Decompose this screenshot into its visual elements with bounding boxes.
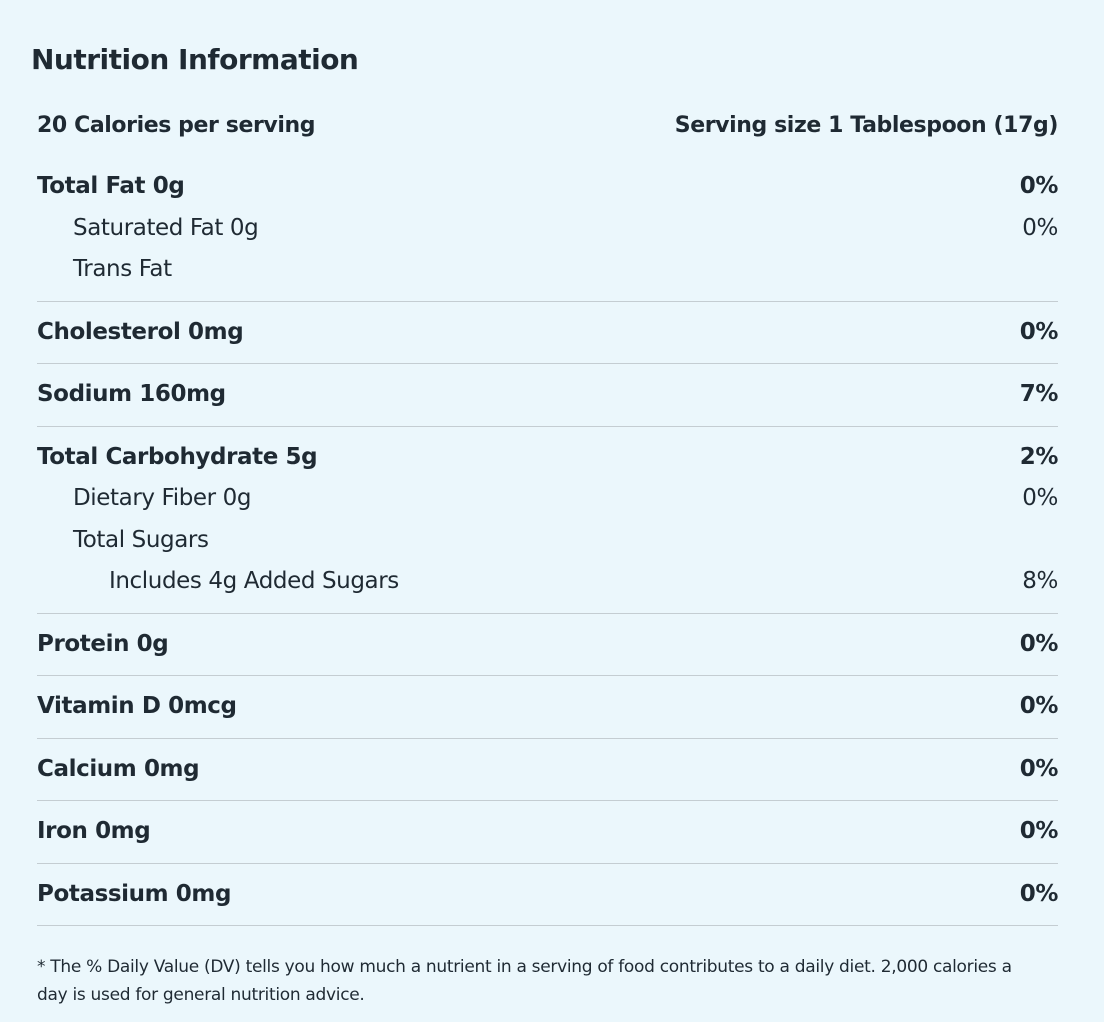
nutrient-row: Sodium 160mg 7% <box>37 374 1058 416</box>
nutrient-group: Cholesterol 0mg 0% <box>37 302 1058 364</box>
daily-value: 0% <box>1019 818 1059 844</box>
calories: 20 Calories per serving <box>37 113 316 138</box>
nutrient-label: Includes 4g Added Sugars <box>109 568 399 594</box>
nutrient-group: Protein 0g 0% <box>37 614 1058 676</box>
nutrient-label: Potassium 0mg <box>37 880 232 907</box>
daily-value: 0% <box>1019 318 1059 345</box>
daily-value: 0% <box>1019 880 1059 907</box>
nutrient-row: Potassium 0mg 0% <box>37 874 1058 916</box>
nutrient-group: Sodium 160mg 7% <box>37 364 1058 427</box>
nutrient-row: Vitamin D 0mcg 0% <box>37 686 1058 728</box>
daily-value: 0% <box>1019 173 1059 199</box>
nutrient-row: Total Carbohydrate 5g 2% <box>37 437 1058 479</box>
daily-value: 0% <box>1022 485 1058 511</box>
nutrient-row: Iron 0mg 0% <box>37 811 1058 853</box>
nutrient-row: Cholesterol 0mg 0% <box>37 312 1058 354</box>
daily-value: 7% <box>1019 381 1059 407</box>
daily-value: 8% <box>1022 568 1058 594</box>
nutrient-label: Total Carbohydrate 5g <box>37 443 318 470</box>
nutrient-label: Total Sugars <box>73 526 209 553</box>
daily-value: 0% <box>1019 755 1059 782</box>
nutrient-row: Trans Fat <box>37 249 1058 291</box>
nutrient-label: Trans Fat <box>73 256 172 282</box>
nutrient-row: Includes 4g Added Sugars 8% <box>37 561 1058 603</box>
nutrient-label: Iron 0mg <box>37 818 151 844</box>
daily-value: 0% <box>1019 693 1059 719</box>
nutrient-label: Vitamin D 0mcg <box>37 693 237 719</box>
nutrient-group: Total Carbohydrate 5g 2% Dietary Fiber 0g 0… <box>37 427 1058 614</box>
content: 20 Calories per serving Serving size 1 T… <box>37 101 1058 926</box>
nutrient-label: Total Fat 0g <box>37 173 185 199</box>
nutrient-label: Calcium 0mg <box>37 755 200 782</box>
nutrient-row: Total Fat 0g 0% <box>37 166 1058 208</box>
nutrient-row: Dietary Fiber 0g 0% <box>37 478 1058 520</box>
daily-value: 2% <box>1019 443 1059 470</box>
nutrient-row: Saturated Fat 0g 0% <box>37 208 1058 250</box>
header-row: 20 Calories per serving Serving size 1 T… <box>37 101 1058 156</box>
daily-value: 0% <box>1019 630 1059 657</box>
nutrient-group: Vitamin D 0mcg 0% <box>37 676 1058 739</box>
title: Nutrition Information <box>31 43 359 76</box>
nutrient-group: Iron 0mg 0% <box>37 801 1058 864</box>
nutrient-row: Calcium 0mg 0% <box>37 749 1058 791</box>
nutrient-group: Calcium 0mg 0% <box>37 739 1058 801</box>
nutrient-label: Protein 0g <box>37 630 169 657</box>
nutrient-row: Total Sugars <box>37 520 1058 562</box>
footnote: * The % Daily Value (DV) tells you how m… <box>37 957 1012 1005</box>
nutrient-label: Saturated Fat 0g <box>73 214 259 241</box>
serving-size: Serving size 1 Tablespoon (17g) <box>674 113 1059 138</box>
daily-value: 0% <box>1022 214 1058 241</box>
nutrient-group: Potassium 0mg 0% <box>37 864 1058 926</box>
nutrient-label: Sodium 160mg <box>37 381 226 407</box>
nutrient-label: Cholesterol 0mg <box>37 318 244 345</box>
nutrient-list: Total Fat 0g 0% Saturated Fat 0g 0% Trans Fa… <box>37 156 1058 926</box>
nutrient-group: Total Fat 0g 0% Saturated Fat 0g 0% Trans Fa… <box>37 156 1058 302</box>
nutrient-row: Protein 0g 0% <box>37 624 1058 666</box>
nutrient-label: Dietary Fiber 0g <box>73 485 252 511</box>
